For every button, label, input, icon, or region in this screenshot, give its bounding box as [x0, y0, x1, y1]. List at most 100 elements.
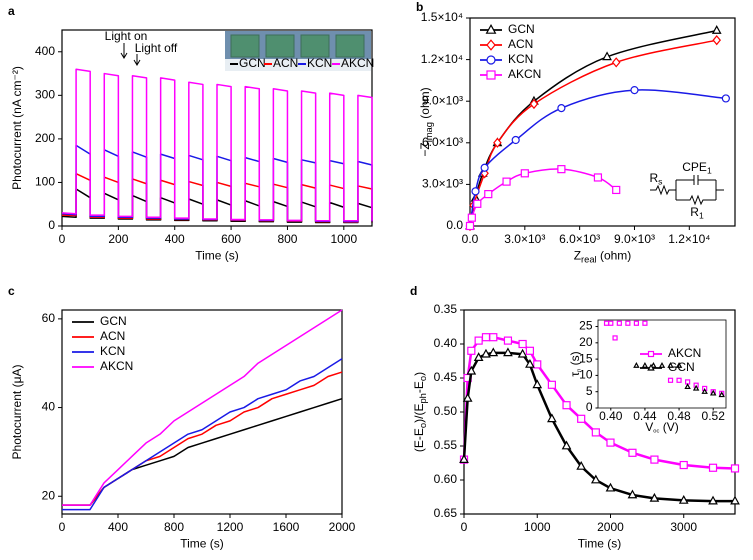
x-axis-label: Zreal (ohm) [574, 249, 632, 265]
marker [628, 448, 637, 457]
subscript: o [418, 423, 428, 428]
marker [606, 438, 615, 447]
marker [473, 352, 484, 361]
marker [608, 320, 614, 326]
x-tick-label: 0.44 [633, 409, 657, 423]
text-part: (ohm) [418, 87, 432, 122]
marker [679, 460, 688, 470]
x-tick-label: 400 [165, 232, 185, 246]
marker [465, 221, 475, 231]
y-tick-label: 5 [586, 384, 593, 398]
circuit-label: Rs [650, 171, 663, 187]
x-tick-label: 400 [108, 520, 128, 534]
text-part: V [645, 420, 653, 434]
y-tick-label: 0 [586, 400, 593, 414]
panel-label: c [8, 284, 15, 298]
marker [667, 377, 674, 383]
x-tick-label: 6.0×10³ [559, 232, 600, 246]
x-tick-label: 3000 [670, 520, 697, 534]
x-tick-label: 0 [59, 520, 66, 534]
annotation: Light on [105, 29, 148, 43]
x-tick-label: 2000 [329, 520, 356, 534]
text-part: Time (s) [578, 537, 622, 551]
x-tick-label: 800 [277, 232, 297, 246]
text-part: −Z [418, 142, 432, 156]
marker [603, 320, 610, 326]
subscript: 1 [699, 211, 704, 221]
annotation-arrow [133, 54, 141, 66]
y-tick-label: 15 [579, 351, 593, 365]
text-part: (ohm) [597, 249, 632, 263]
marker [721, 94, 730, 103]
panel-label: a [8, 4, 15, 18]
legend-label: ACN [273, 56, 298, 70]
marker [547, 380, 556, 389]
marker [647, 350, 655, 358]
y-tick-label: 0.35 [434, 302, 458, 316]
marker [557, 165, 566, 174]
y-tick-label: 10 [579, 368, 593, 382]
text-part: R [690, 205, 699, 219]
marker [630, 86, 639, 95]
y-axis-label: τn (s) [568, 351, 582, 376]
legend-label: KCN [100, 344, 125, 358]
x-tick-label: 1.2×10⁴ [668, 232, 710, 246]
annotation: Light off [135, 41, 178, 55]
y-axis-label: Photocurrent (μA) [10, 365, 24, 460]
panel-label: b [416, 0, 423, 14]
subscript: oc [653, 428, 659, 434]
legend-label: AKCN [508, 67, 541, 81]
legend-label: ACN [100, 329, 125, 343]
marker [684, 383, 691, 390]
marker [518, 339, 527, 349]
marker [701, 388, 708, 394]
marker [591, 428, 600, 437]
y-axis-label: Photocurrent (nA cm⁻²) [10, 66, 24, 190]
marker [627, 489, 638, 499]
x-tick-label: 0 [461, 520, 468, 534]
plot-frame [469, 17, 736, 227]
subscript: imag [424, 122, 434, 142]
legend-label: GCN [100, 314, 127, 328]
marker [467, 346, 476, 355]
marker [612, 185, 621, 195]
x-tick-label: 0.48 [667, 409, 691, 423]
x-tick-label: 0.52 [702, 409, 726, 423]
x-tick-label: 3.0×10³ [504, 232, 545, 246]
y-tick-label: 9.0×10³ [422, 93, 463, 107]
marker [517, 348, 528, 358]
photo [300, 34, 330, 58]
text-part: -E [412, 381, 426, 393]
marker [576, 460, 587, 470]
marker [712, 35, 722, 46]
text-part: ) [412, 372, 426, 376]
subscript: n [576, 369, 582, 372]
x-tick-label: 1000 [524, 520, 551, 534]
series-line [61, 68, 373, 222]
y-tick-label: 0 [48, 218, 55, 232]
y-tick-label: 0.60 [434, 472, 458, 486]
marker [486, 55, 496, 65]
marker [466, 365, 477, 375]
legend-label: KCN [307, 56, 332, 70]
marker [532, 379, 543, 389]
marker [503, 347, 513, 357]
marker [547, 413, 557, 423]
marker [625, 320, 631, 326]
y-axis-label: (E-Eo)/(Eph-Eo) [412, 372, 428, 452]
marker [612, 335, 618, 341]
y-tick-label: 20 [42, 488, 56, 502]
annotation-arrow [120, 43, 128, 59]
y-tick-label: 0.50 [434, 404, 458, 418]
marker [480, 163, 489, 172]
marker [709, 389, 717, 396]
text-part: )/(E [412, 404, 426, 423]
legend-label: ACN [508, 37, 533, 51]
marker [602, 51, 612, 61]
marker [471, 187, 480, 196]
x-tick-label: 0.0 [462, 232, 479, 246]
x-tick-label: 200 [108, 232, 128, 246]
legend-label: GCN [239, 56, 266, 70]
marker [633, 320, 640, 326]
